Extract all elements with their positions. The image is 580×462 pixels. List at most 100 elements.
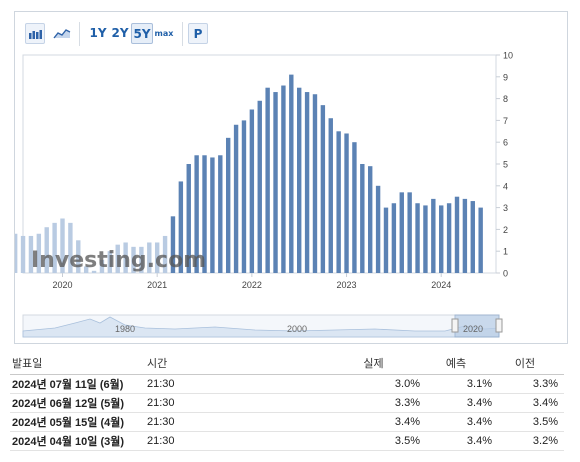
- chart-bar: [265, 87, 270, 273]
- x-tick-label: 2020: [52, 280, 72, 290]
- chart-bar: [107, 251, 113, 273]
- row-forecast: 3.4%: [420, 412, 492, 432]
- chart-bar: [328, 118, 333, 273]
- y-tick-label: 0: [503, 269, 508, 279]
- chart-bar: [218, 155, 223, 273]
- row-forecast: 3.4%: [420, 431, 492, 451]
- chart-bar: [431, 198, 436, 273]
- chart-bar: [52, 222, 57, 273]
- chart-bar: [383, 207, 389, 273]
- range-max-button[interactable]: max: [154, 29, 174, 38]
- chart-bar: [360, 164, 365, 273]
- row-previous: 3.3%: [492, 374, 564, 394]
- row-time: 21:30: [147, 374, 327, 394]
- row-actual: 3.5%: [327, 431, 420, 451]
- toolbar-separator: [79, 22, 80, 46]
- row-date: 2024년 04월 10일 (3월): [10, 431, 147, 451]
- range-5y-button[interactable]: 5Y: [131, 23, 153, 44]
- chart-bar: [407, 192, 412, 273]
- toolbar-separator: [182, 22, 183, 46]
- chart-bar: [446, 203, 452, 273]
- row-forecast: 3.1%: [420, 374, 492, 394]
- chart-bar: [202, 155, 207, 273]
- row-previous: 3.5%: [492, 412, 564, 432]
- navigator-tick-label: 2020: [463, 324, 483, 334]
- chart-bar: [273, 92, 278, 273]
- range-2y-button[interactable]: 2Y: [111, 26, 129, 40]
- chart-bar: [352, 142, 357, 273]
- y-tick-label: 6: [503, 138, 508, 148]
- chart-bar: [186, 164, 191, 273]
- table-row: 2024년 04월 10일 (3월) 21:30 3.5% 3.4% 3.2%: [10, 431, 564, 451]
- navigator-tick-label: 2000: [287, 324, 307, 334]
- chart-bar: [439, 205, 444, 273]
- chart-bar: [423, 205, 428, 273]
- y-tick-label: 3: [503, 203, 508, 213]
- header-actual: 실제: [327, 352, 420, 375]
- chart-bar: [60, 218, 65, 273]
- range-1y-button[interactable]: 1Y: [89, 26, 107, 40]
- row-time: 21:30: [147, 431, 327, 451]
- chart-bar: [391, 203, 397, 273]
- header-previous: 이전: [492, 352, 564, 375]
- chart-bar: [91, 270, 97, 273]
- chart-toolbar: 1Y 2Y 5Y max P: [15, 12, 567, 52]
- chart-bar: [375, 185, 381, 273]
- navigator-handle: [451, 318, 459, 333]
- chart-bar: [368, 166, 373, 273]
- chart-bar: [170, 216, 176, 273]
- chart-bar: [415, 203, 420, 273]
- chart-bar: [320, 105, 326, 273]
- row-actual: 3.0%: [327, 374, 420, 394]
- y-tick-label: 9: [503, 72, 508, 82]
- chart-bar: [131, 246, 136, 273]
- table-row: 2024년 05월 15일 (4월) 21:30 3.4% 3.4% 3.5%: [10, 412, 564, 432]
- line-chart-icon-graphic: [53, 29, 71, 39]
- chart-bar: [76, 240, 81, 273]
- chart-bar: [139, 246, 144, 273]
- chart-bar: [249, 109, 255, 273]
- release-table: 발표일 시간 실제 예측 이전 2024년 07월 11일 (6월) 21:30…: [10, 352, 564, 451]
- chart-bar: [178, 181, 184, 273]
- chart-bar: [68, 222, 73, 273]
- chart-bar: [28, 235, 34, 273]
- chart-bar: [210, 157, 215, 273]
- chart-bar: [297, 87, 302, 273]
- y-tick-label: 5: [503, 160, 508, 170]
- chart-bar: [281, 85, 286, 273]
- range-navigator[interactable]: 1980 2000 2020: [15, 311, 567, 343]
- header-date: 발표일: [10, 352, 147, 375]
- y-tick-label: 4: [503, 181, 508, 191]
- row-previous: 3.4%: [492, 393, 564, 413]
- table-header-row: 발표일 시간 실제 예측 이전: [10, 352, 564, 375]
- chart-bar: [123, 242, 128, 273]
- chart-bar: [462, 198, 468, 273]
- p-button[interactable]: P: [188, 23, 208, 44]
- x-tick-label: 2021: [147, 280, 167, 290]
- chart-bar: [115, 244, 120, 273]
- chart-bar: [478, 207, 483, 273]
- chart-bar: [15, 233, 18, 273]
- row-date: 2024년 06월 12일 (5월): [10, 393, 147, 413]
- line-chart-icon[interactable]: [51, 23, 73, 44]
- chart-panel: 1Y 2Y 5Y max P Investing.com 0 1 2 3 4 5 6 7 8 9 10…: [14, 11, 568, 344]
- chart-bar: [336, 131, 341, 273]
- x-tick-label: 2022: [242, 280, 262, 290]
- row-previous: 3.2%: [492, 431, 564, 451]
- chart-bar: [44, 227, 49, 273]
- y-tick-label: 10: [503, 52, 513, 61]
- bar-chart-icon[interactable]: [25, 23, 45, 44]
- row-forecast: 3.4%: [420, 393, 492, 413]
- chart-bar: [399, 192, 404, 273]
- chart-bar: [257, 100, 262, 273]
- chart-bar: [312, 94, 318, 273]
- header-forecast: 예측: [420, 352, 492, 375]
- chart-bar: [147, 242, 152, 273]
- chart-bar: [36, 233, 42, 273]
- header-time: 시간: [147, 352, 327, 375]
- chart-bar: [99, 259, 105, 273]
- chart-bar: [20, 235, 26, 273]
- chart-bar: [154, 242, 160, 273]
- row-date: 2024년 05월 15일 (4월): [10, 412, 147, 432]
- x-tick-label: 2023: [337, 280, 357, 290]
